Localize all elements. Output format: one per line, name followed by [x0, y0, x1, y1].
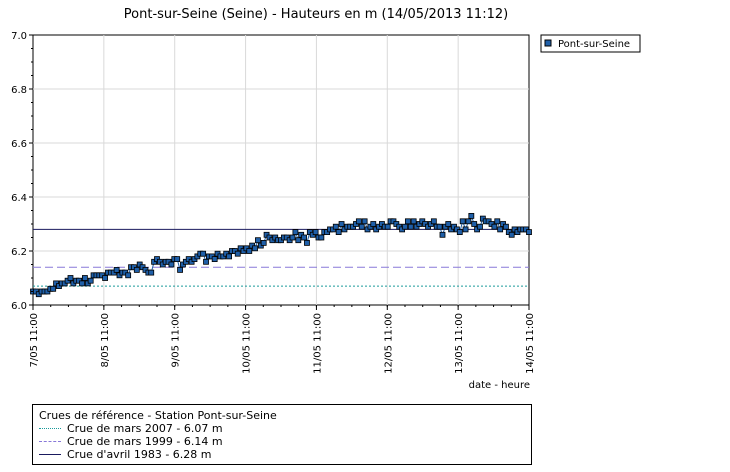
reference-label-2007: Crue de mars 2007 - 6.07 m [67, 422, 223, 435]
data-point [471, 221, 478, 227]
legend-marker [544, 39, 552, 47]
data-point [465, 218, 472, 225]
data-point [384, 223, 391, 230]
data-point [200, 250, 207, 257]
data-point [430, 218, 437, 225]
data-point [133, 266, 140, 273]
data-point [312, 229, 319, 236]
data-point [503, 223, 509, 230]
data-point [252, 245, 258, 252]
x-tick-label: 13/05 11:00 [454, 313, 465, 374]
plot-area [32, 34, 530, 306]
data-point [439, 231, 446, 238]
x-tick-label: 12/05 11:00 [383, 313, 394, 374]
data-point [260, 239, 267, 246]
chart-title: Pont-sur-Seine (Seine) - Hauteurs en m (… [124, 7, 508, 22]
data-point [246, 248, 253, 254]
data-point [508, 231, 515, 238]
y-tick-label: 6.8 [11, 85, 27, 96]
data-point [456, 229, 463, 236]
data-point [526, 229, 532, 236]
series-legend: Pont-sur-Seine [540, 34, 641, 53]
legend-series-label: Pont-sur-Seine [558, 39, 630, 50]
data-point [445, 221, 452, 227]
data-point [255, 237, 261, 244]
data-point [358, 223, 365, 230]
data-point [404, 218, 411, 225]
data-point [304, 239, 310, 246]
data-point [462, 226, 469, 233]
data-point [318, 234, 325, 241]
y-tick-label: 7.0 [11, 31, 27, 42]
data-point [79, 280, 85, 287]
data-point [174, 256, 181, 263]
data-point [355, 218, 362, 225]
y-tick-label: 6.0 [11, 301, 27, 312]
data-point [289, 234, 296, 241]
data-point [67, 275, 74, 281]
data-point [295, 237, 302, 244]
reference-label-1999: Crue de mars 1999 - 6.14 m [67, 435, 223, 448]
data-point [177, 266, 183, 273]
data-point [211, 256, 218, 263]
data-point [410, 218, 417, 225]
x-tick-label: 9/05 11:00 [171, 313, 182, 367]
data-point [102, 275, 108, 281]
data-point [402, 223, 408, 230]
data-point [332, 223, 339, 230]
reference-legend-title: Crues de référence - Station Pont-sur-Se… [39, 409, 277, 422]
x-tick-label: 14/05 11:00 [525, 313, 536, 374]
grid-lines [33, 35, 529, 305]
data-point [82, 275, 88, 281]
data-point [494, 218, 501, 225]
dashed-line-swatch [39, 441, 61, 442]
data-point [148, 269, 155, 276]
x-tick-label: 11/05 11:00 [312, 313, 323, 374]
data-point [50, 285, 57, 292]
data-point [292, 229, 299, 236]
data-point [335, 229, 342, 236]
reference-legend: Crues de référence - Station Pont-sur-Se… [32, 404, 532, 465]
y-tick-label: 6.4 [11, 193, 27, 204]
x-tick-label: 7/05 11:00 [29, 313, 40, 367]
data-point [436, 223, 443, 230]
reference-label-1983: Crue d'avril 1983 - 6.28 m [67, 448, 212, 461]
data-point [125, 272, 132, 279]
data-point [338, 221, 345, 227]
data-point [113, 266, 120, 273]
x-tick-label: 10/05 11:00 [242, 313, 253, 374]
series-pont-sur-seine [30, 212, 532, 298]
data-point [497, 226, 504, 233]
data-point [361, 218, 368, 225]
x-axis: 7/05 11:00 8/05 11:00 9/05 11:00 10/05 11:0… [29, 305, 536, 374]
y-tick-label: 6.6 [11, 139, 27, 150]
solid-line-swatch [39, 454, 61, 455]
reference-legend-item: Crue d'avril 1983 - 6.28 m [39, 448, 525, 461]
data-point [226, 253, 232, 260]
data-point [168, 261, 175, 268]
data-point [370, 221, 377, 227]
y-tick-label: 6.2 [11, 247, 27, 258]
x-axis-label: date - heure [469, 380, 530, 391]
y-axis: 6.0 6.2 6.4 6.6 6.8 7.0 [11, 31, 33, 312]
data-point [459, 218, 466, 225]
x-tick-label: 8/05 11:00 [100, 313, 111, 367]
data-point [477, 223, 483, 230]
data-point [234, 250, 241, 257]
dotted-line-swatch [39, 428, 61, 429]
reference-legend-item: Crue de mars 2007 - 6.07 m [39, 422, 525, 435]
data-point [468, 212, 475, 219]
reference-legend-item: Crue de mars 1999 - 6.14 m [39, 435, 525, 448]
data-point [301, 234, 307, 241]
data-point [491, 223, 498, 230]
data-point [407, 223, 414, 230]
legend-box [540, 34, 641, 53]
data-point [87, 277, 94, 284]
data-point [203, 258, 209, 265]
